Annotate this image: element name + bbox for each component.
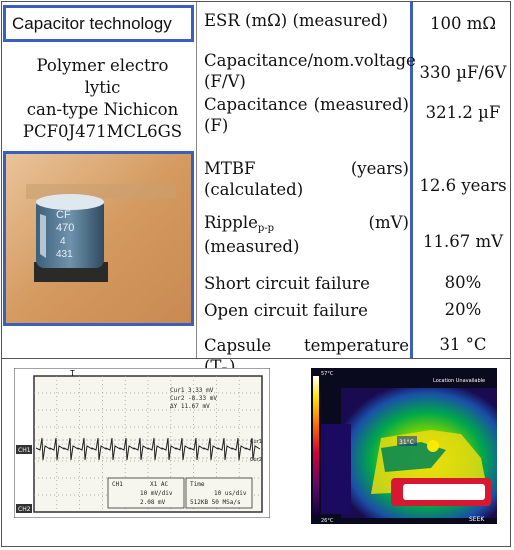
value-capsule-temperature: 31 °C xyxy=(439,335,487,354)
cursor-readout: ΔY 11.67 mV xyxy=(170,403,210,410)
ch2-label: CH2 xyxy=(18,506,31,513)
info-time-label: Time xyxy=(190,481,205,488)
property-ripple: Ripplep-p (mV) (measured) xyxy=(204,212,409,257)
can-marking: 431 xyxy=(56,249,73,260)
model-line: lytic xyxy=(84,78,121,97)
model-line: can-type Nichicon xyxy=(26,100,179,119)
cursor1-label: Cur1 xyxy=(250,439,262,445)
info-sample-rate: 512KB 50 MSa/s xyxy=(190,499,241,506)
property-short-circuit: Short circuit failure xyxy=(204,274,370,293)
value-short-circuit: 80% xyxy=(444,273,482,292)
row-divider xyxy=(2,358,511,359)
ripple-subscript: p-p xyxy=(257,223,275,234)
capacitor-model: Polymer electro lytic can-type Nichicon … xyxy=(10,55,195,143)
can-marking: 4 xyxy=(60,236,66,247)
capacitor-photo: CF 470 4 431 xyxy=(3,151,194,326)
property-esr: ESR (mΩ) (measured) xyxy=(204,11,388,30)
value-open-circuit: 20% xyxy=(444,300,482,319)
title-text: Capacitor technology xyxy=(12,13,172,33)
trigger-marker: T xyxy=(70,369,75,378)
thermal-scale-bottom: 26°C xyxy=(321,518,334,524)
thermal-spot-reading: 31°C xyxy=(399,439,414,446)
property-capacitance-nominal: Capacitance/nom.voltage (F/V) xyxy=(204,51,416,91)
ripple-waveform xyxy=(35,437,261,461)
oscilloscope-screenshot: T Cur1 3.33 mV Cur2 -8.33 mV ΔY 11.67 mV… xyxy=(14,368,270,518)
property-capacitance-measured: Capacitance (measured) (F) xyxy=(204,95,409,135)
can-marking: 470 xyxy=(56,222,74,234)
capacitor-technology-title: Capacitor technology xyxy=(3,5,194,42)
thermal-brand: SEEK xyxy=(469,516,485,523)
value-mtbf: 12.6 years xyxy=(419,176,507,195)
value-esr: 100 mΩ xyxy=(429,14,497,33)
ripple-label-rest: (mV) (measured) xyxy=(204,213,409,256)
property-open-circuit: Open circuit failure xyxy=(204,301,368,320)
column-divider xyxy=(196,2,197,358)
model-line: PCF0J471MCL6GS xyxy=(22,122,183,141)
value-ripple: 11.67 mV xyxy=(422,232,504,251)
thermal-scale-top: 57°C xyxy=(321,371,334,377)
ripple-label: Ripple xyxy=(204,213,258,232)
thermal-image: 57°C 26°C Location Unavailable 31°C SEEK xyxy=(311,368,497,524)
cursor-readout: Cur1 3.33 mV xyxy=(170,387,214,394)
thermal-status: Location Unavailable xyxy=(433,378,485,384)
can-marking: CF xyxy=(56,209,71,221)
cursor2-label: Cur2 xyxy=(250,457,262,463)
info-coupling: X1 AC xyxy=(150,481,168,488)
value-capacitance-measured: 321.2 µF xyxy=(425,103,501,122)
property-mtbf: MTBF (years) (calculated) xyxy=(204,159,409,199)
cursor-readout: Cur2 -8.33 mV xyxy=(170,395,217,402)
capacitor-image: CF 470 4 431 xyxy=(6,154,191,323)
info-level: 2.08 mV xyxy=(140,499,166,506)
value-capacitance-nominal: 330 µF/6V xyxy=(419,63,507,82)
model-line: Polymer electro xyxy=(36,56,169,75)
ch1-label: CH1 xyxy=(18,447,31,454)
info-channel: CH1 xyxy=(112,481,123,488)
temperature-label-rest: ) xyxy=(228,357,236,376)
value-column-divider xyxy=(410,2,413,358)
info-timebase: 10 us/div xyxy=(214,490,247,497)
info-scale: 10 mV/div xyxy=(140,490,173,497)
